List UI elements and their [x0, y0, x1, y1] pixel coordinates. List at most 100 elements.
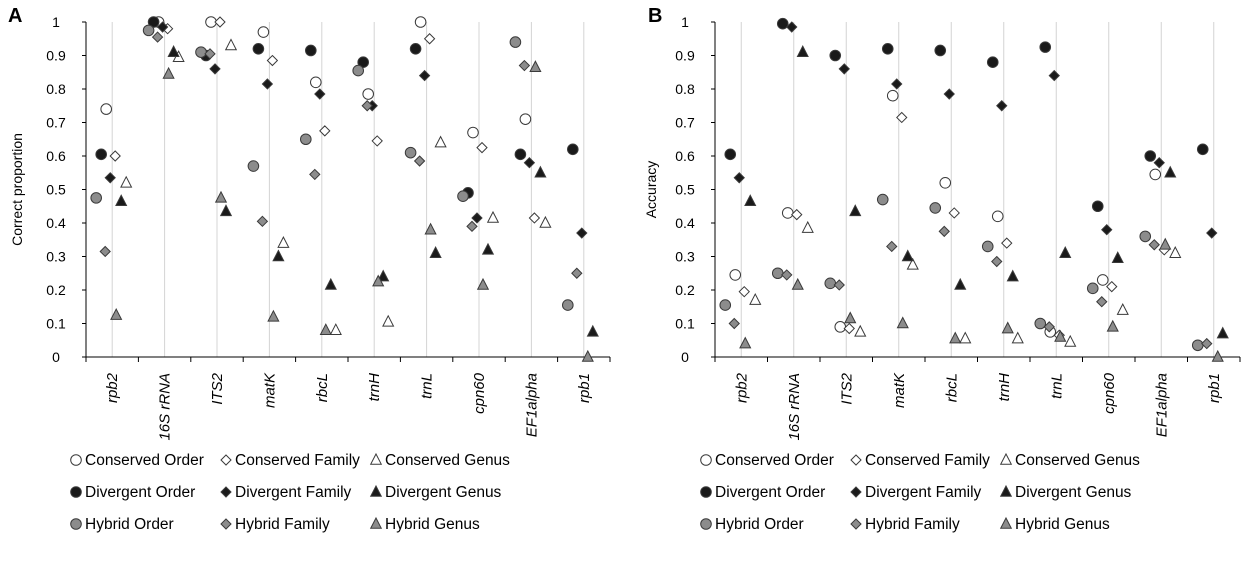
y-tick-label: 0.6: [675, 148, 695, 164]
y-tick-label: 0.2: [46, 282, 66, 298]
y-tick-label: 0.3: [675, 249, 695, 265]
point-conserved-order-rbcl: [939, 177, 952, 189]
category-label-rpb1: rpb1: [1206, 373, 1223, 403]
point-divergent-family-rpb2: [104, 172, 116, 184]
point-divergent-family-rbcl: [943, 88, 955, 100]
point-conserved-family-trnl: [423, 33, 436, 45]
legend-label-conserved-family: Conserved Family: [235, 452, 360, 469]
legend-item-conserved-order: Conserved Order: [700, 452, 834, 469]
point-divergent-family-matk: [261, 78, 274, 90]
point-hybrid-genus-rpb2: [110, 308, 123, 320]
point-conserved-order-16s-rrna: [781, 207, 794, 219]
point-hybrid-genus-matk: [896, 316, 909, 329]
point-hybrid-family-cpn60: [466, 220, 478, 233]
point-divergent-order-trnl: [409, 43, 422, 55]
point-hybrid-genus-rbcl: [949, 331, 962, 344]
point-hybrid-genus-trnh: [372, 274, 385, 287]
legend-item-hybrid-family: Hybrid Family: [850, 516, 960, 533]
point-conserved-genus-matk: [277, 236, 290, 248]
point-hybrid-order-16s-rrna: [771, 267, 784, 280]
point-conserved-order-trnl: [414, 16, 427, 28]
legend-label-hybrid-order: Hybrid Order: [85, 516, 174, 533]
legend-label-divergent-family: Divergent Family: [865, 484, 982, 501]
point-hybrid-genus-ef1alpha: [1159, 237, 1172, 250]
category-label-trnl: trnL: [419, 373, 436, 399]
legend-label-hybrid-genus: Hybrid Genus: [1015, 516, 1110, 533]
category-label-trnl: trnL: [1048, 373, 1065, 399]
y-tick-label: 1: [681, 14, 689, 30]
point-divergent-family-its2: [838, 63, 850, 75]
point-hybrid-genus-16s-rrna: [791, 277, 804, 290]
point-hybrid-family-cpn60: [1096, 296, 1108, 308]
y-tick-label: 0.9: [46, 48, 66, 64]
point-hybrid-order-trnh: [352, 64, 365, 77]
point-hybrid-family-rpb2: [728, 317, 740, 330]
legend-marker-hybrid-order: [70, 518, 82, 530]
point-hybrid-genus-rpb1: [1211, 349, 1224, 362]
point-divergent-family-rbcl: [314, 88, 326, 100]
point-conserved-order-matk: [886, 89, 899, 102]
legend-marker-conserved-family: [850, 454, 862, 466]
y-tick-label: 0.7: [675, 115, 695, 131]
point-divergent-family-ef1alpha: [523, 156, 536, 169]
legend-marker-divergent-order: [700, 486, 712, 498]
legend-label-conserved-order: Conserved Order: [85, 452, 204, 469]
point-conserved-order-its2: [834, 321, 847, 333]
series-divergent-genus: [744, 45, 1229, 339]
point-divergent-order-16s-rrna: [776, 17, 789, 30]
legend-marker-conserved-genus: [369, 452, 383, 465]
point-divergent-order-its2: [829, 49, 842, 62]
y-tick-label: 0.6: [46, 148, 66, 164]
point-divergent-genus-16s-rrna: [796, 45, 809, 57]
category-label-its2: ITS2: [838, 372, 855, 404]
series-hybrid-family: [728, 225, 1213, 350]
point-hybrid-family-its2: [833, 279, 845, 291]
y-tick-label: 0.4: [675, 215, 695, 231]
point-divergent-family-trnh: [996, 100, 1008, 112]
point-hybrid-order-trnh: [981, 240, 994, 253]
series-hybrid-family: [99, 31, 583, 279]
point-divergent-genus-trnh: [1006, 269, 1019, 282]
point-hybrid-genus-rbcl: [319, 323, 332, 335]
y-axis-label: Accuracy: [643, 161, 659, 219]
point-hybrid-order-its2: [195, 46, 207, 58]
point-conserved-order-ef1alpha: [1149, 168, 1162, 181]
category-label-ef1alpha: EF1alpha: [1153, 373, 1170, 437]
y-tick-label: 0.4: [46, 215, 66, 231]
legend-label-hybrid-family: Hybrid Family: [235, 516, 330, 533]
point-divergent-family-16s-rrna: [786, 21, 798, 33]
point-conserved-family-matk: [896, 111, 908, 124]
legend-label-conserved-family: Conserved Family: [865, 452, 990, 469]
series-divergent-family: [733, 21, 1218, 239]
point-conserved-genus-its2: [854, 324, 867, 337]
legend-label-conserved-genus: Conserved Genus: [1015, 452, 1140, 469]
legend-item-conserved-family: Conserved Family: [220, 452, 360, 469]
y-tick-label: 0.5: [46, 182, 66, 198]
point-divergent-family-16s-rrna: [156, 21, 169, 33]
point-hybrid-family-ef1alpha: [1148, 239, 1160, 251]
point-hybrid-family-rpb1: [571, 267, 583, 279]
point-conserved-genus-rbcl: [959, 331, 972, 344]
legend-item-hybrid-order: Hybrid Order: [70, 516, 174, 533]
point-hybrid-genus-cpn60: [1106, 319, 1119, 332]
point-hybrid-order-16s-rrna: [142, 24, 155, 37]
series-hybrid-order: [719, 193, 1204, 352]
point-divergent-family-rpb1: [576, 227, 588, 239]
legend-label-hybrid-genus: Hybrid Genus: [385, 516, 480, 533]
point-divergent-family-cpn60: [1101, 223, 1113, 236]
point-hybrid-family-rbcl: [938, 225, 950, 238]
point-divergent-order-ef1alpha: [1144, 150, 1157, 162]
y-tick-label: 0.8: [675, 81, 695, 97]
point-conserved-family-ef1alpha: [528, 212, 541, 224]
point-divergent-family-cpn60: [471, 212, 483, 224]
point-hybrid-order-rpb1: [562, 299, 574, 311]
legend-marker-divergent-family: [850, 486, 862, 498]
point-divergent-family-matk: [891, 78, 903, 90]
category-label-ef1alpha: EF1alpha: [523, 373, 540, 437]
point-divergent-order-matk: [252, 43, 265, 55]
point-divergent-order-trnh: [986, 56, 999, 69]
y-tick-label: 0.9: [675, 48, 695, 64]
point-conserved-family-trnh: [371, 135, 383, 147]
point-conserved-order-matk: [257, 26, 270, 38]
point-divergent-family-its2: [209, 63, 221, 75]
